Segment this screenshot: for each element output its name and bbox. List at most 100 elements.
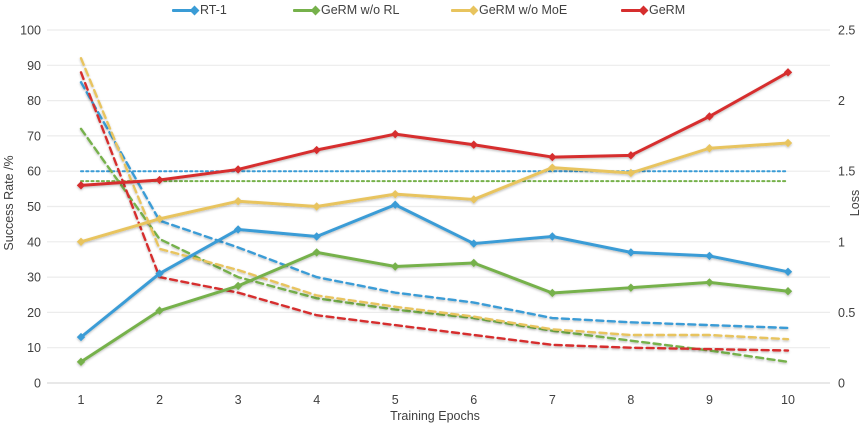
data-point-marker: [469, 195, 478, 204]
x-axis-tick-label: 9: [706, 393, 713, 407]
legend-label: GeRM w/o RL: [321, 3, 400, 17]
series-line: [79, 81, 790, 330]
data-point-marker: [312, 145, 321, 155]
data-point-marker: [626, 248, 636, 257]
left-axis-tick-label: 30: [27, 271, 41, 285]
x-axis-tick-label: 7: [549, 393, 556, 407]
legend-label: RT-1: [200, 3, 227, 17]
x-axis-tick-label: 6: [470, 393, 477, 407]
data-point-marker: [783, 138, 793, 148]
data-point-marker: [783, 287, 793, 296]
right-axis-tick-label: 0.5: [838, 306, 855, 320]
data-point-marker: [705, 251, 714, 261]
data-point-marker: [705, 278, 714, 287]
data-point-marker: [233, 281, 243, 291]
data-point-marker: [548, 152, 557, 162]
data-point-marker: [391, 189, 400, 199]
legend-item-rt-1: RT-1: [172, 2, 227, 19]
left-axis-tick-label: 0: [34, 377, 41, 391]
data-point-marker: [312, 232, 321, 241]
legend-line-marker-icon: [451, 5, 479, 16]
series-line: [79, 203, 790, 339]
data-point-marker: [155, 175, 164, 185]
series-germ-w-o-rl-success-rate: [76, 248, 793, 367]
data-point-marker: [783, 267, 793, 277]
legend-item-germ-wo-rl: GeRM w/o RL: [293, 2, 400, 19]
data-point-marker: [233, 225, 243, 234]
x-axis-tick-label: 3: [235, 393, 242, 407]
data-point-marker: [626, 283, 636, 292]
data-point-marker: [391, 200, 400, 209]
data-point-marker: [76, 357, 86, 367]
series-line: [79, 250, 790, 364]
legend-line-marker-icon: [293, 5, 321, 16]
data-point-marker: [155, 214, 164, 224]
right-axis-title: Loss: [848, 189, 862, 217]
data-point-marker: [155, 306, 164, 315]
data-point-marker: [783, 68, 793, 77]
right-axis-tick-label: 1.5: [838, 165, 855, 179]
series-rt-1-loss: [79, 81, 790, 330]
right-axis-tick-label: 2.5: [838, 24, 855, 38]
legend-line-marker-icon: [621, 5, 649, 16]
x-axis-tick-label: 5: [392, 393, 399, 407]
x-axis-tick-label: 4: [313, 393, 320, 407]
data-point-marker: [548, 232, 557, 241]
legend-item-germ: GeRM: [621, 2, 685, 19]
series-germ-success-rate: [76, 68, 793, 190]
series-germ-loss: [79, 71, 790, 352]
data-point-marker: [548, 288, 557, 298]
series-line: [79, 71, 790, 352]
left-axis-tick-label: 90: [27, 59, 41, 73]
data-point-marker: [391, 262, 400, 271]
data-point-marker: [705, 112, 714, 121]
data-point-marker: [391, 129, 400, 139]
legend-item-germ-wo-moe: GeRM w/o MoE: [451, 2, 567, 19]
right-axis-tick-label: 0: [838, 377, 845, 391]
series-line: [79, 141, 790, 244]
data-point-marker: [76, 332, 86, 342]
series-germ-w-o-moe-success-rate: [76, 138, 793, 246]
data-point-marker: [705, 144, 714, 153]
legend-line-marker-icon: [172, 5, 200, 16]
series-line: [79, 70, 790, 187]
data-point-marker: [469, 140, 478, 149]
data-point-marker: [626, 151, 636, 160]
left-axis-tick-label: 10: [27, 341, 41, 355]
left-axis-tick-label: 50: [27, 200, 41, 214]
x-axis-tick-label: 1: [78, 393, 85, 407]
data-point-marker: [76, 237, 86, 246]
data-point-marker: [626, 168, 636, 178]
series-germ-w-o-rl-loss: [79, 127, 790, 364]
series-germ-w-o-moe-loss: [79, 57, 790, 341]
series-line: [79, 57, 790, 341]
chart-legend: RT-1 GeRM w/o RL GeRM w/o MoE GeRM: [0, 2, 865, 20]
data-point-marker: [233, 197, 243, 206]
data-point-marker: [312, 202, 321, 211]
left-axis-tick-label: 100: [20, 24, 41, 38]
legend-label: GeRM w/o MoE: [479, 3, 568, 17]
right-axis-tick-label: 1: [838, 235, 845, 249]
left-axis-title: Success Rate /%: [2, 155, 16, 251]
data-point-marker: [233, 165, 243, 174]
left-axis-tick-label: 80: [27, 94, 41, 108]
series-line: [79, 127, 790, 364]
legend-label: GeRM: [649, 3, 686, 17]
x-axis-tick-label: 2: [156, 393, 163, 407]
data-point-marker: [548, 163, 557, 172]
data-point-marker: [312, 248, 321, 257]
x-axis-title: Training Epochs: [390, 409, 480, 423]
left-axis-tick-label: 20: [27, 306, 41, 320]
data-point-marker: [469, 258, 478, 268]
data-point-marker: [155, 269, 164, 278]
x-axis-tick-label: 10: [781, 393, 795, 407]
data-point-marker: [76, 181, 86, 190]
left-axis-tick-label: 40: [27, 235, 41, 249]
series-rt-1-success-rate: [76, 200, 793, 342]
left-axis-tick-label: 70: [27, 129, 41, 143]
x-axis-tick-label: 8: [627, 393, 634, 407]
right-axis-tick-label: 2: [838, 94, 845, 108]
left-axis-tick-label: 60: [27, 165, 41, 179]
